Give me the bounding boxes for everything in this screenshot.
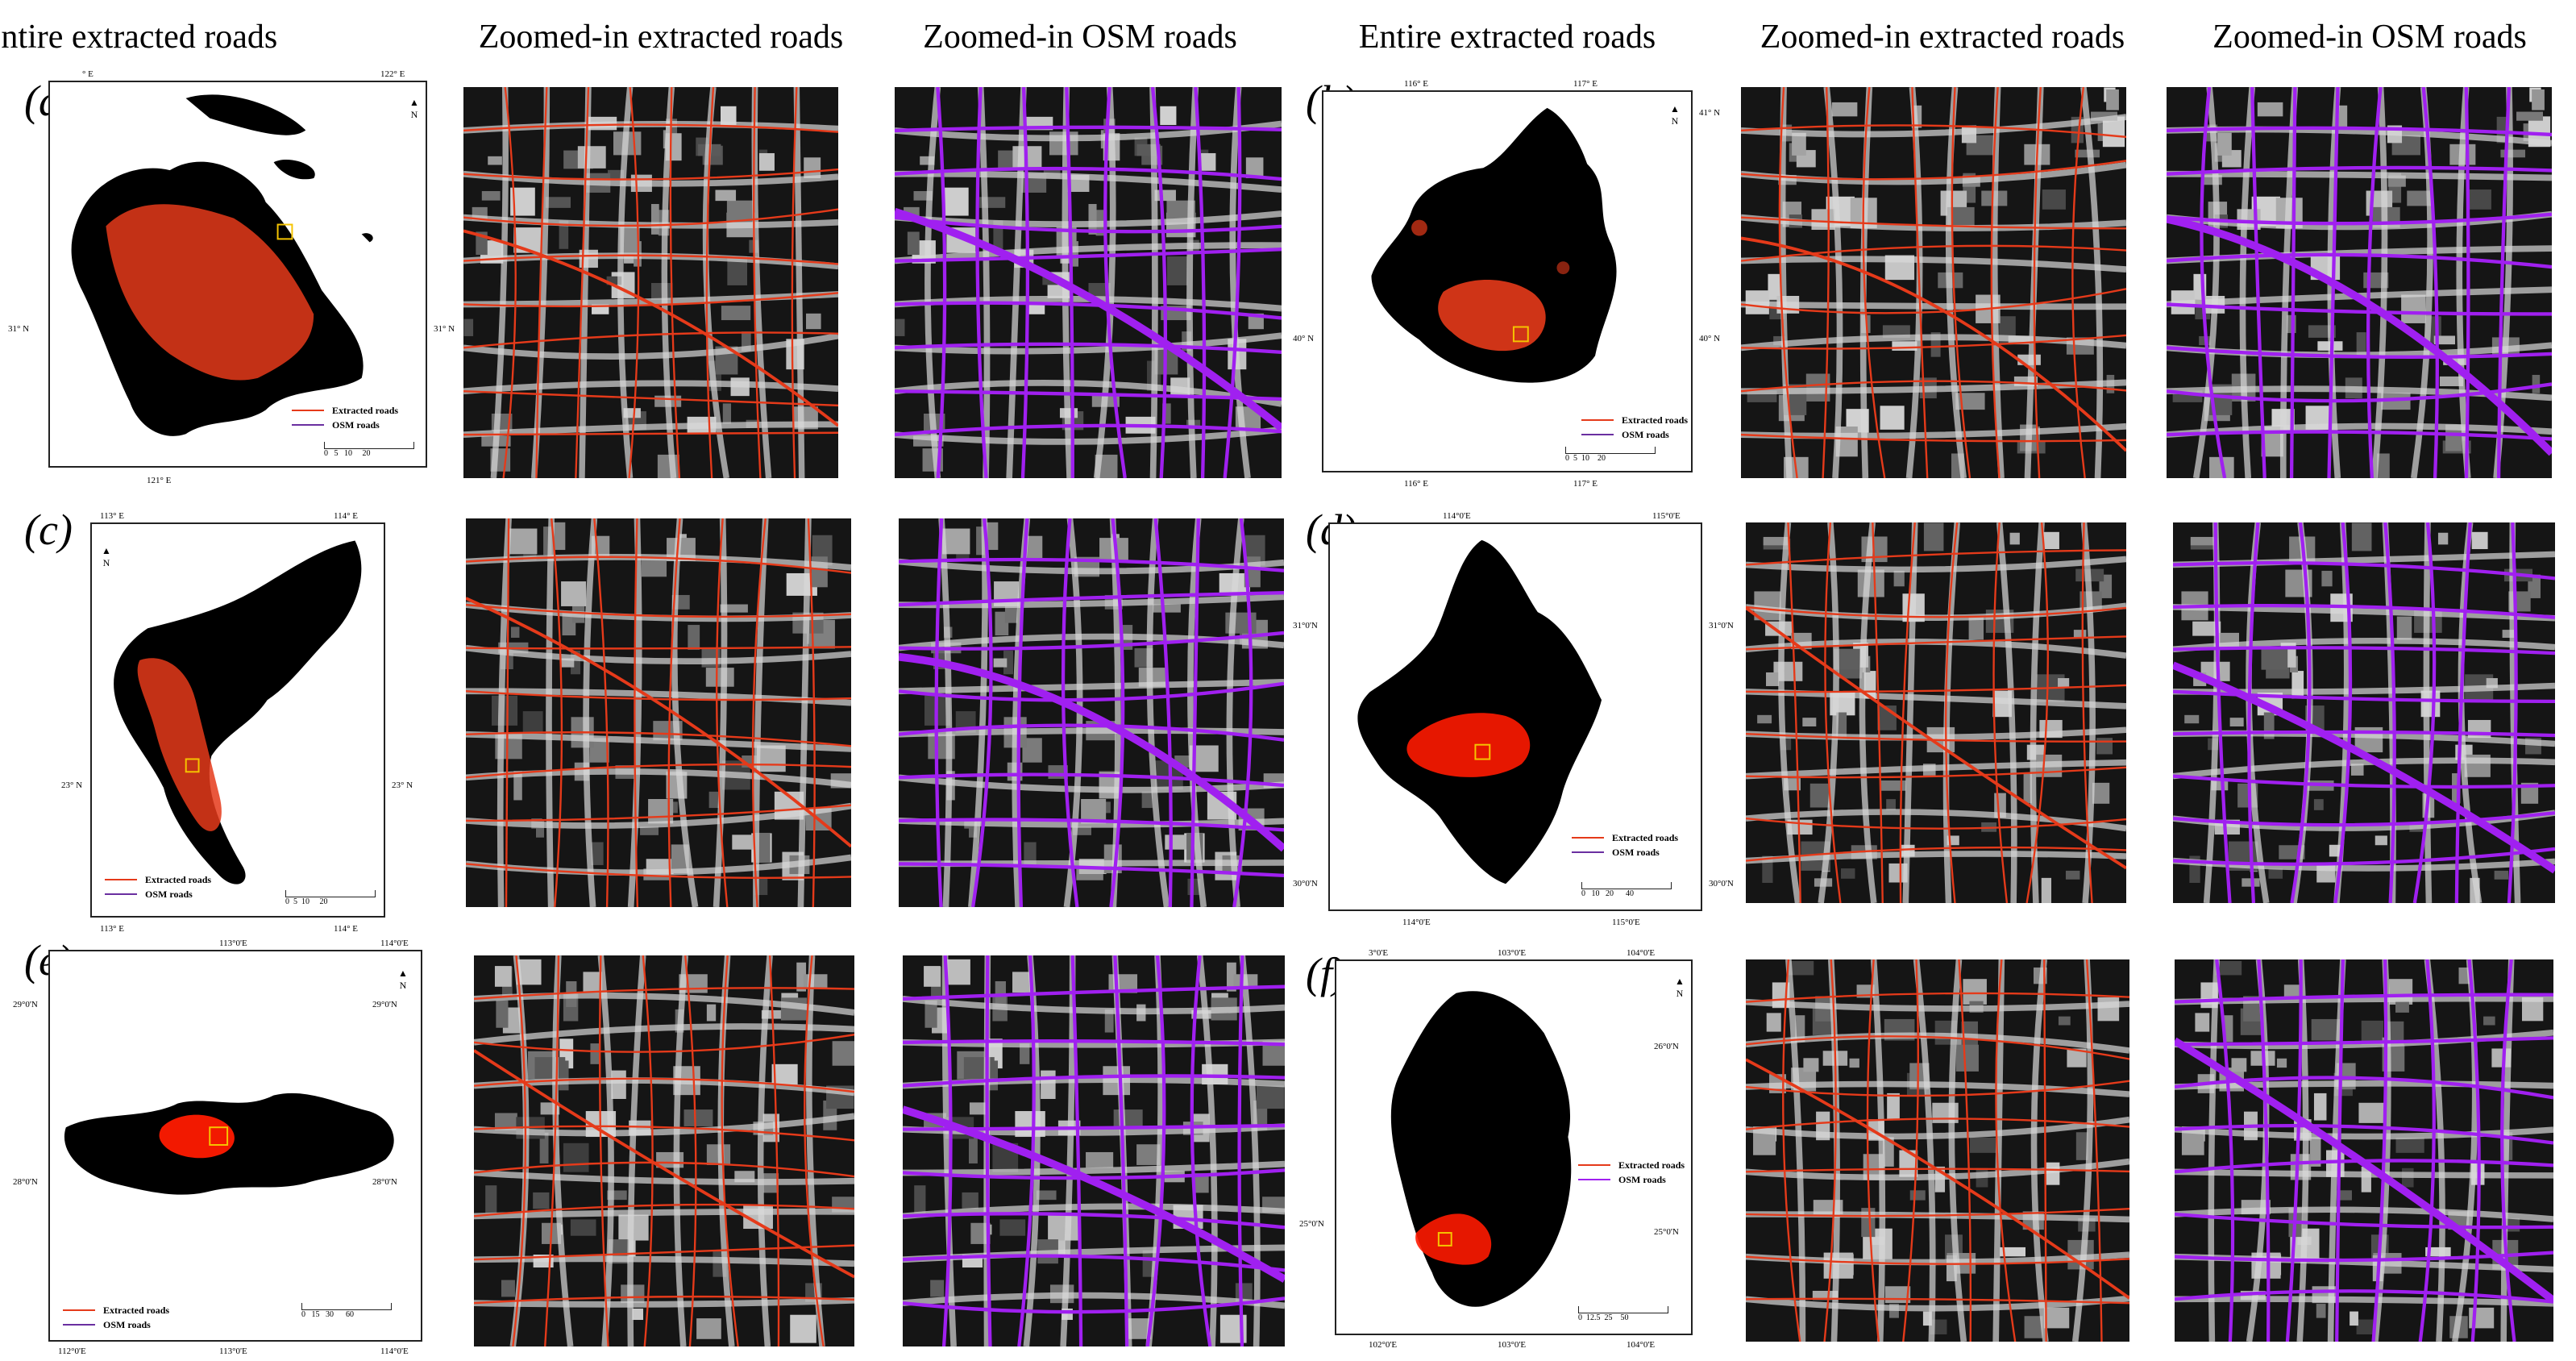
tick-label: 116° E	[1404, 479, 1428, 489]
column-header: Zoomed-in extracted roads	[1760, 19, 2125, 56]
north-arrow-icon: ▲ N	[398, 968, 408, 991]
overview-map: 114°0'E 115°0'E 114°0'E 115°0'E 31°0'N 3…	[1293, 511, 1734, 927]
zoomed-osm-image	[903, 955, 1285, 1346]
tick-label: 112°0'E	[58, 1346, 86, 1356]
tick-label: 30°0'N	[1293, 879, 1318, 889]
overview-map: ° E 122° E 121° E 31° N 31° N Extracted …	[8, 69, 455, 485]
tick-label: 31° N	[434, 324, 455, 334]
scale-bar: 0 12.5 25 50	[1578, 1306, 1668, 1322]
tick-label: 30°0'N	[1709, 879, 1734, 889]
extracted-legend-swatch	[292, 410, 324, 411]
overview-map: 3°0'E 103°0'E 104°0'E 102°0'E 103°0'E 10…	[1299, 948, 1693, 1350]
tick-label: 23° N	[392, 780, 413, 790]
scale-bar: 0 5 10 20	[324, 442, 414, 458]
zoomed-extracted-image	[1741, 87, 2126, 478]
tick-label: 26°0'N	[1654, 1042, 1679, 1051]
scale-bar: 0 5 10 20	[1565, 447, 1656, 463]
tick-label: 115°0'E	[1652, 511, 1681, 521]
zoomed-osm-image	[899, 518, 1284, 907]
north-arrow-icon: ▲ N	[102, 545, 111, 568]
tick-label: 113°0'E	[219, 1346, 247, 1356]
map-legend: Extracted roads OSM roads	[1581, 413, 1688, 442]
scale-bar: 0 10 20 40	[1581, 882, 1672, 898]
tick-label: 29°0'N	[13, 1000, 38, 1009]
column-header: Zoomed-in OSM roads	[2212, 19, 2527, 56]
legend-label: OSM roads	[332, 418, 380, 431]
osm-legend-swatch	[292, 424, 324, 426]
tick-label: 28°0'N	[13, 1177, 38, 1187]
tick-label: ° E	[82, 69, 93, 79]
tick-label: 103°0'E	[1498, 1340, 1527, 1350]
map-legend: Extracted roads OSM roads	[63, 1303, 169, 1332]
legend-label: Extracted roads	[332, 404, 399, 416]
overview-map: 116° E 117° E 116° E 117° E 40° N 41° N …	[1293, 79, 1720, 489]
tick-label: 113°0'E	[219, 939, 247, 948]
tick-label: 31° N	[8, 324, 30, 334]
overview-map: 113° E 114° E 113° E 114° E 23° N 23° N …	[61, 511, 413, 934]
tick-label: 40° N	[1699, 334, 1721, 343]
zoomed-extracted-image	[1746, 522, 2126, 903]
tick-label: 31°0'N	[1709, 621, 1734, 631]
zoomed-osm-image	[2175, 959, 2553, 1342]
tick-label: 117° E	[1573, 79, 1598, 89]
tick-label: 122° E	[380, 69, 405, 79]
zoomed-osm-image	[2167, 87, 2552, 478]
column-header: Entire extracted roads	[1358, 19, 1656, 56]
zoomed-extracted-image	[466, 518, 851, 907]
tick-label: 25°0'N	[1654, 1227, 1679, 1237]
tick-label: 115°0'E	[1612, 918, 1640, 927]
tick-label: 40° N	[1293, 334, 1315, 343]
scale-bar: 0 5 10 20	[285, 890, 376, 906]
tick-label: 114°0'E	[1443, 511, 1471, 521]
map-legend: Extracted roads OSM roads	[1578, 1158, 1685, 1187]
tick-label: 103°0'E	[1498, 948, 1527, 958]
tick-label: 114° E	[334, 511, 358, 521]
tick-label: 121° E	[147, 476, 172, 485]
tick-label: 114°0'E	[380, 1346, 409, 1356]
tick-label: 113° E	[100, 511, 124, 521]
tick-label: 117° E	[1573, 479, 1598, 489]
column-header: Zoomed-in extracted roads	[478, 19, 844, 56]
north-arrow-icon: ▲ N	[1675, 976, 1685, 999]
tick-label: 102°0'E	[1369, 1340, 1398, 1350]
region-map-figure	[71, 94, 373, 436]
column-header: Zoomed-in OSM roads	[923, 19, 1237, 56]
tick-label: 114°0'E	[1402, 918, 1431, 927]
tick-label: 114° E	[334, 924, 358, 934]
column-header: Entire extracted roads	[0, 19, 278, 56]
tick-label: 29°0'N	[372, 1000, 397, 1009]
map-legend: Extracted roads OSM roads	[292, 403, 398, 432]
tick-label: 113° E	[100, 924, 124, 934]
tick-label: 28°0'N	[372, 1177, 397, 1187]
tick-label: 116° E	[1404, 79, 1428, 89]
region-map-figure	[64, 1093, 394, 1195]
tick-label: 3°0'E	[1369, 948, 1389, 958]
overview-map: 113°0'E 114°0'E 112°0'E 113°0'E 114°0'E …	[13, 939, 422, 1356]
tick-label: 104°0'E	[1627, 948, 1656, 958]
tick-label: 25°0'N	[1299, 1219, 1324, 1229]
tick-label: 31°0'N	[1293, 621, 1318, 631]
zoomed-extracted-image	[474, 955, 854, 1346]
region-map-figure	[114, 540, 362, 884]
north-arrow-icon: ▲ N	[409, 97, 419, 120]
tick-label: 41° N	[1699, 108, 1721, 118]
map-legend: Extracted roads OSM roads	[1572, 830, 1678, 859]
scale-bar: 0 15 30 60	[301, 1303, 392, 1319]
zoomed-osm-image	[895, 87, 1282, 478]
north-arrow-icon: ▲ N	[1670, 103, 1680, 127]
tick-label: 114°0'E	[380, 939, 409, 948]
zoomed-osm-image	[2173, 522, 2555, 903]
zoomed-extracted-image	[463, 87, 838, 478]
panel-label: (c)	[24, 506, 73, 554]
region-map-figure	[1371, 107, 1617, 383]
tick-label: 23° N	[61, 780, 83, 790]
tick-label: 104°0'E	[1627, 1340, 1656, 1350]
region-map-figure	[1390, 991, 1572, 1307]
zoomed-extracted-image	[1746, 959, 2129, 1342]
region-map-figure	[1357, 539, 1602, 884]
map-legend: Extracted roads OSM roads	[105, 872, 211, 901]
